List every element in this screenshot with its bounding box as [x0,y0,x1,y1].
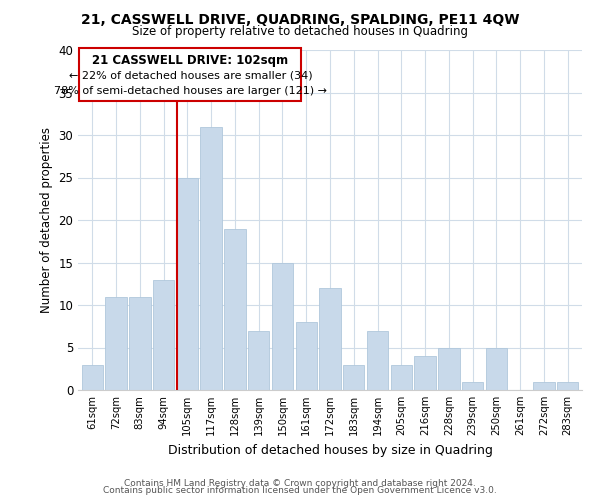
Bar [200,126,222,390]
Bar [296,322,317,390]
Bar [391,364,412,390]
Bar [153,280,174,390]
Text: 21, CASSWELL DRIVE, QUADRING, SPALDING, PE11 4QW: 21, CASSWELL DRIVE, QUADRING, SPALDING, … [81,12,519,26]
Bar [106,296,127,390]
Bar [224,228,245,390]
Bar [533,382,554,390]
Bar [343,364,364,390]
FancyBboxPatch shape [79,48,301,101]
Bar [486,348,507,390]
X-axis label: Distribution of detached houses by size in Quadring: Distribution of detached houses by size … [167,444,493,456]
Text: 21 CASSWELL DRIVE: 102sqm: 21 CASSWELL DRIVE: 102sqm [92,54,289,66]
Bar [129,296,151,390]
Y-axis label: Number of detached properties: Number of detached properties [40,127,53,313]
Bar [462,382,484,390]
Bar [248,330,269,390]
Bar [367,330,388,390]
Bar [557,382,578,390]
Text: Contains public sector information licensed under the Open Government Licence v3: Contains public sector information licen… [103,486,497,495]
Bar [319,288,341,390]
Bar [415,356,436,390]
Bar [272,262,293,390]
Bar [82,364,103,390]
Text: 78% of semi-detached houses are larger (121) →: 78% of semi-detached houses are larger (… [54,86,327,96]
Text: Size of property relative to detached houses in Quadring: Size of property relative to detached ho… [132,25,468,38]
Text: ← 22% of detached houses are smaller (34): ← 22% of detached houses are smaller (34… [68,70,312,81]
Text: Contains HM Land Registry data © Crown copyright and database right 2024.: Contains HM Land Registry data © Crown c… [124,478,476,488]
Bar [438,348,460,390]
Bar [176,178,198,390]
